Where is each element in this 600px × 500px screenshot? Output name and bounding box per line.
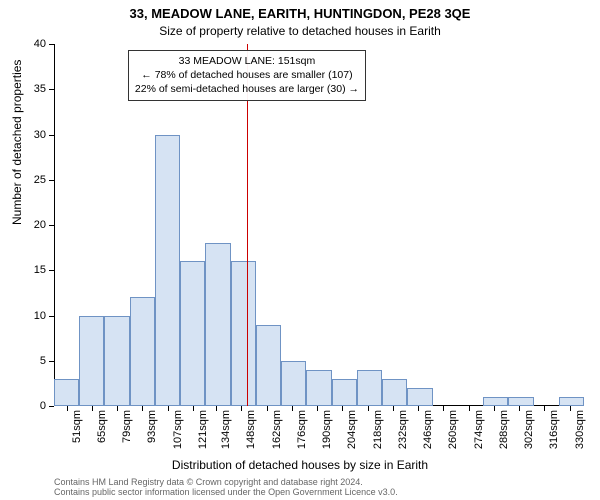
y-tick-label: 40 (26, 38, 46, 50)
x-tick-mark (292, 406, 293, 411)
x-tick-mark (494, 406, 495, 411)
y-axis-label: Number of detached properties (10, 60, 24, 225)
x-tick-mark (342, 406, 343, 411)
x-tick-label: 204sqm (346, 410, 358, 460)
x-tick-mark (142, 406, 143, 411)
figure-container: 33, MEADOW LANE, EARITH, HUNTINGDON, PE2… (0, 0, 600, 500)
x-tick-mark (519, 406, 520, 411)
y-tick-label: 10 (26, 310, 46, 322)
x-tick-label: 176sqm (296, 410, 308, 460)
x-tick-label: 232sqm (397, 410, 409, 460)
x-tick-label: 148sqm (245, 410, 257, 460)
x-tick-mark (368, 406, 369, 411)
credit-line-2: Contains public sector information licen… (54, 488, 584, 498)
y-tick-mark (49, 406, 54, 407)
credit-text: Contains HM Land Registry data © Crown c… (54, 478, 584, 498)
y-tick-mark (49, 225, 54, 226)
y-tick-label: 20 (26, 219, 46, 231)
histogram-bar (483, 397, 508, 406)
y-tick-label: 35 (26, 83, 46, 95)
x-tick-label: 316sqm (548, 410, 560, 460)
x-tick-mark (92, 406, 93, 411)
y-tick-mark (49, 180, 54, 181)
histogram-bar (306, 370, 331, 406)
y-tick-mark (49, 135, 54, 136)
x-tick-label: 260sqm (447, 410, 459, 460)
y-ticks: 0510152025303540 (28, 44, 50, 406)
x-tick-label: 51sqm (71, 410, 83, 460)
plot-area: 33 MEADOW LANE: 151sqm ← 78% of detached… (54, 44, 584, 406)
x-tick-mark (67, 406, 68, 411)
x-tick-label: 218sqm (372, 410, 384, 460)
x-tick-mark (544, 406, 545, 411)
y-tick-mark (49, 44, 54, 45)
x-tick-label: 134sqm (220, 410, 232, 460)
x-tick-label: 302sqm (523, 410, 535, 460)
chart-subtitle: Size of property relative to detached ho… (0, 24, 600, 38)
histogram-bar (79, 316, 104, 407)
histogram-bar (559, 397, 584, 406)
x-tick-label: 121sqm (197, 410, 209, 460)
x-tick-mark (117, 406, 118, 411)
x-tick-mark (267, 406, 268, 411)
x-tick-mark (418, 406, 419, 411)
x-tick-label: 330sqm (574, 410, 586, 460)
histogram-bar (54, 379, 79, 406)
x-tick-label: 246sqm (422, 410, 434, 460)
x-tick-mark (216, 406, 217, 411)
x-tick-label: 162sqm (271, 410, 283, 460)
y-tick-mark (49, 89, 54, 90)
y-tick-mark (49, 361, 54, 362)
chart-title: 33, MEADOW LANE, EARITH, HUNTINGDON, PE2… (0, 6, 600, 21)
x-axis-label: Distribution of detached houses by size … (0, 458, 600, 472)
histogram-bar (155, 135, 180, 407)
annotation-line-2: ← 78% of detached houses are smaller (10… (135, 68, 359, 82)
x-tick-mark (570, 406, 571, 411)
histogram-bar (104, 316, 129, 407)
annotation-line-3: 22% of semi-detached houses are larger (… (135, 82, 359, 96)
annotation-line-1: 33 MEADOW LANE: 151sqm (135, 54, 359, 68)
y-tick-label: 25 (26, 174, 46, 186)
y-tick-label: 0 (26, 400, 46, 412)
y-tick-mark (49, 270, 54, 271)
x-tick-label: 93sqm (146, 410, 158, 460)
x-tick-mark (317, 406, 318, 411)
histogram-bar (205, 243, 230, 406)
y-tick-label: 30 (26, 129, 46, 141)
x-tick-mark (393, 406, 394, 411)
histogram-bar (231, 261, 256, 406)
histogram-bar (130, 297, 155, 406)
histogram-bar (332, 379, 357, 406)
histogram-bar (281, 361, 306, 406)
histogram-bar (508, 397, 533, 406)
histogram-bar (180, 261, 205, 406)
histogram-bar (357, 370, 382, 406)
y-tick-mark (49, 316, 54, 317)
x-tick-mark (241, 406, 242, 411)
x-tick-label: 79sqm (121, 410, 133, 460)
annotation-box: 33 MEADOW LANE: 151sqm ← 78% of detached… (128, 50, 366, 101)
x-tick-label: 288sqm (498, 410, 510, 460)
x-tick-mark (469, 406, 470, 411)
x-tick-mark (168, 406, 169, 411)
y-tick-label: 15 (26, 264, 46, 276)
x-tick-label: 65sqm (96, 410, 108, 460)
x-tick-label: 107sqm (172, 410, 184, 460)
histogram-bar (256, 325, 281, 406)
y-tick-label: 5 (26, 355, 46, 367)
x-tick-mark (443, 406, 444, 411)
x-tick-mark (193, 406, 194, 411)
x-tick-label: 190sqm (321, 410, 333, 460)
x-tick-label: 274sqm (473, 410, 485, 460)
histogram-bar (407, 388, 432, 406)
histogram-bar (382, 379, 407, 406)
